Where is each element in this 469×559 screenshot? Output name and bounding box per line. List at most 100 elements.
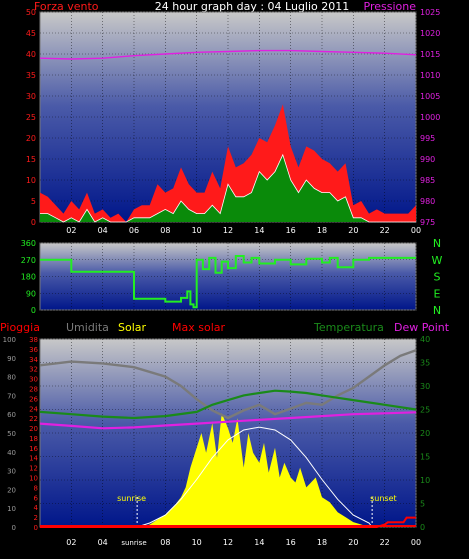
right-tick-label: 10	[420, 476, 430, 485]
header-title: 24 hour graph day : 04 Luglio 2011	[155, 0, 350, 13]
temperature-line	[39, 389, 417, 420]
x-tick-label: 12	[223, 226, 233, 235]
left-tick-label: 0	[31, 218, 36, 227]
humidity-tick-label: 0	[12, 524, 16, 532]
temperature-tick-label: 2	[34, 514, 38, 522]
left-tick-label: 20	[26, 134, 36, 143]
humidity-tick-label: 40	[7, 449, 16, 457]
right-tick-label: 1025	[420, 8, 440, 17]
x-tick-label: sunrise	[121, 539, 146, 547]
x-tick-label: 20	[348, 226, 358, 235]
x-tick-label: 08	[160, 226, 170, 235]
pressure-line	[39, 49, 417, 60]
right-tick-label: 30	[420, 382, 430, 391]
x-tick-label: 16	[286, 226, 296, 235]
humidity-tick-label: 80	[7, 374, 16, 382]
humidity-tick-label: 90	[7, 355, 16, 363]
compass-label: W	[432, 254, 443, 267]
right-tick-label: 35	[420, 359, 430, 368]
x-tick-label: 02	[66, 538, 76, 547]
legend-label: Solar	[118, 321, 147, 334]
left-tick-label: 30	[26, 92, 36, 101]
right-tick-label: 25	[420, 406, 430, 415]
x-tick-label: 14	[254, 226, 264, 235]
x-tick-label: 18	[317, 538, 327, 547]
right-tick-label: 20	[420, 429, 430, 438]
right-tick-label: 0	[420, 523, 425, 532]
x-tick-label: 16	[286, 538, 296, 547]
temperature-tick-label: 34	[29, 356, 38, 364]
right-tick-label: 995	[420, 134, 435, 143]
humidity-tick-label: 50	[7, 430, 16, 438]
left-tick-label: 45	[26, 29, 36, 38]
temperature-tick-label: 8	[34, 484, 38, 492]
left-tick-label: 40	[26, 50, 36, 59]
temperature-tick-label: 0	[34, 524, 38, 532]
x-tick-label: 22	[380, 538, 390, 547]
humidity-tick-label: 70	[7, 392, 16, 400]
left-tick-label: 35	[26, 71, 36, 80]
right-tick-label: 990	[420, 155, 435, 164]
x-tick-label: 02	[66, 226, 76, 235]
x-tick-label: 22	[380, 226, 390, 235]
solar-area	[40, 413, 416, 527]
temperature-tick-label: 36	[29, 346, 38, 354]
x-tick-label: 00	[411, 226, 421, 235]
temperature-tick-label: 16	[29, 445, 38, 453]
right-tick-label: 1000	[420, 113, 440, 122]
temperature-tick-label: 30	[29, 376, 38, 384]
right-tick-label: 985	[420, 176, 435, 185]
right-tick-label: 980	[420, 197, 435, 206]
temperature-tick-label: 14	[29, 455, 38, 463]
wind-average-area	[40, 154, 416, 222]
direction-tick-label: 90	[26, 289, 36, 298]
compass-label: S	[434, 271, 441, 284]
x-tick-label: 18	[317, 226, 327, 235]
temperature-tick-label: 12	[29, 465, 38, 473]
right-tick-label: 1010	[420, 71, 440, 80]
left-tick-label: 25	[26, 113, 36, 122]
header-left-label: Forza vento	[34, 0, 99, 13]
compass-label: N	[433, 304, 441, 317]
legend-label: Max solar	[172, 321, 225, 334]
right-tick-label: 1020	[420, 29, 440, 38]
temperature-tick-label: 6	[34, 494, 39, 502]
legend-label: Pioggia	[0, 321, 40, 334]
sunrise-label: sunrise	[117, 494, 146, 503]
x-tick-label: 00	[411, 538, 421, 547]
left-tick-label: 10	[26, 176, 36, 185]
humidity-tick-label: 100	[3, 336, 16, 344]
right-tick-label: 15	[420, 453, 430, 462]
x-tick-label: 12	[223, 538, 233, 547]
right-tick-label: 40	[420, 335, 430, 344]
legend-label: Umidita	[66, 321, 109, 334]
legend-label: Dew Point	[394, 321, 450, 334]
x-tick-label: 06	[129, 226, 139, 235]
max-solar-line	[136, 426, 373, 528]
humidity-tick-label: 60	[7, 411, 16, 419]
temperature-tick-label: 22	[29, 415, 38, 423]
legend: Pioggia Umidita Solar Max solar Temperatura D…	[0, 321, 450, 334]
temperature-tick-label: 24	[29, 405, 38, 413]
left-tick-label: 15	[26, 155, 36, 164]
temperature-tick-label: 32	[29, 366, 38, 374]
x-tick-label: 14	[254, 538, 264, 547]
temperature-tick-label: 28	[29, 385, 38, 393]
sunset-label: sunset	[370, 494, 397, 503]
humidity-line	[39, 349, 417, 420]
right-tick-label: 975	[420, 218, 435, 227]
humidity-tick-label: 10	[7, 505, 16, 513]
right-tick-label: 1015	[420, 50, 440, 59]
temperature-tick-label: 18	[29, 435, 38, 443]
direction-tick-label: 180	[21, 273, 36, 282]
x-tick-label: 10	[192, 226, 202, 235]
left-tick-label: 5	[31, 197, 36, 206]
temperature-tick-label: 20	[29, 425, 38, 433]
x-tick-label: 04	[98, 538, 108, 547]
direction-tick-label: 0	[31, 306, 36, 315]
x-tick-label: 10	[192, 538, 202, 547]
x-tick-label: 20	[348, 538, 358, 547]
x-tick-label: 08	[160, 538, 170, 547]
